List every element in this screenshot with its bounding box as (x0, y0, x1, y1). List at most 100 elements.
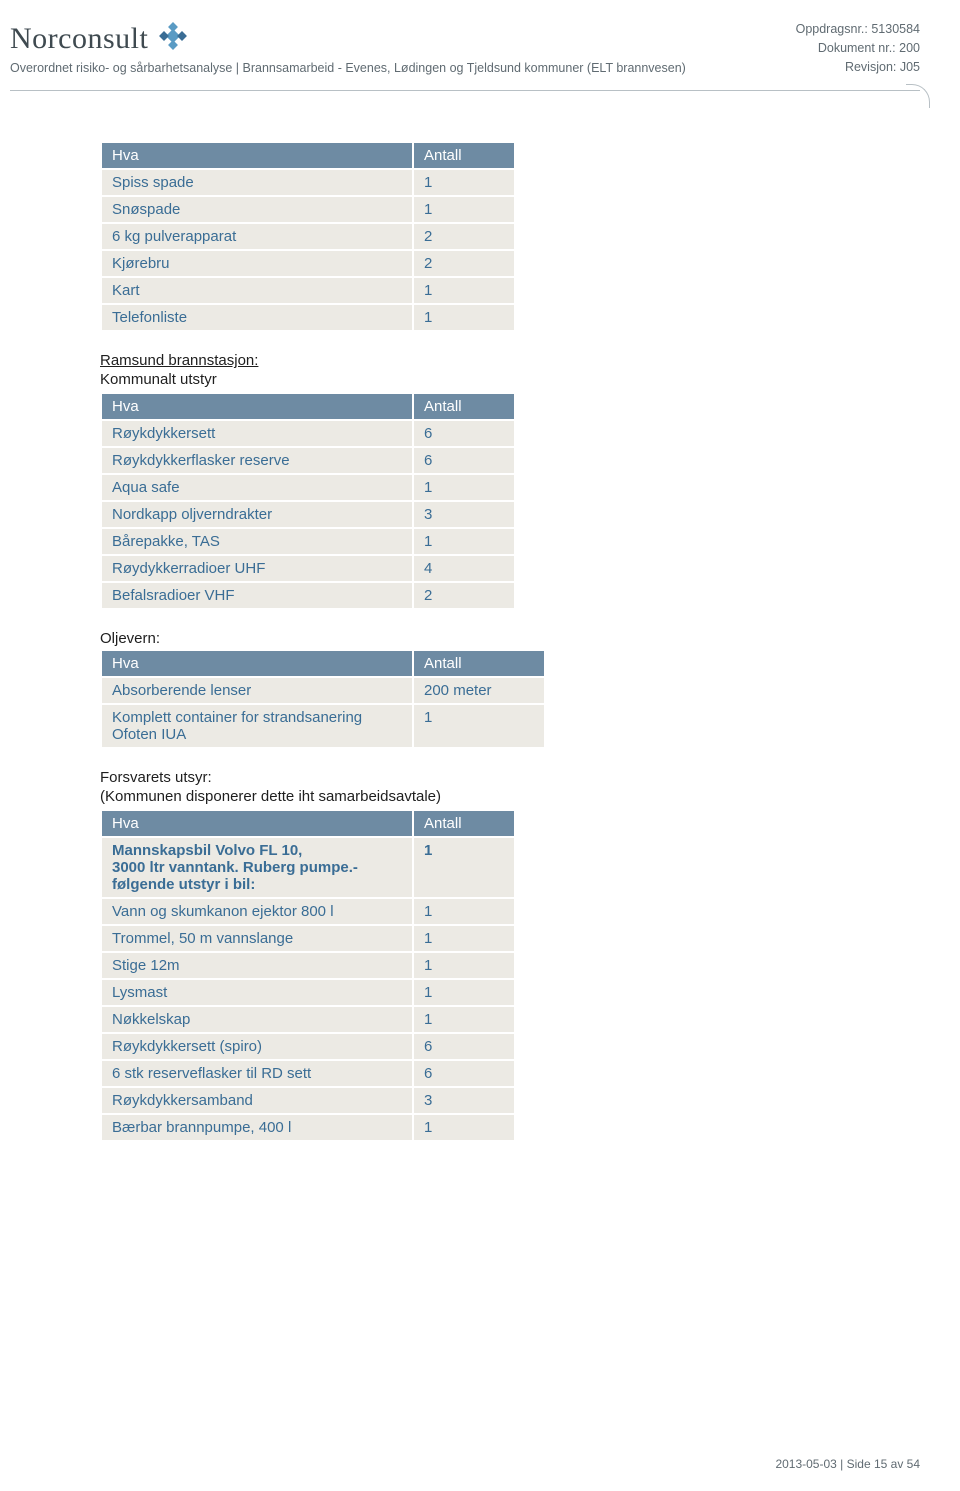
table-cell: Vann og skumkanon ejektor 800 l (102, 899, 412, 924)
table-header: Hva (102, 811, 412, 836)
page: Norconsult Overordnet risiko- og sårbarh… (0, 0, 960, 1491)
table-cell: Røykdykkersett (102, 421, 412, 446)
section-oljevern-title: Oljevern: (100, 630, 920, 647)
meta-oppdrag: Oppdragsnr.: 5130584 (796, 20, 920, 39)
table-cell: 1 (414, 926, 514, 951)
table-3-wrap: HvaAntallAbsorberende lenser200 meterKom… (100, 649, 920, 749)
table-cell: Røykdykkersett (spiro) (102, 1034, 412, 1059)
table-header: Hva (102, 394, 412, 419)
table-header: Hva (102, 651, 412, 676)
table-cell: 200 meter (414, 678, 544, 703)
table-cell: Stige 12m (102, 953, 412, 978)
data-table: HvaAntallAbsorberende lenser200 meterKom… (100, 649, 546, 749)
header-meta: Oppdragsnr.: 5130584 Dokument nr.: 200 R… (796, 20, 920, 76)
table-cell: Telefonliste (102, 305, 412, 330)
table-cell: 2 (414, 224, 514, 249)
table-cell: Mannskapsbil Volvo FL 10, 3000 ltr vannt… (102, 838, 412, 897)
table-row: Røydykkerradioer UHF4 (102, 556, 514, 581)
table-cell: 1 (414, 838, 514, 897)
content-area: HvaAntallSpiss spade1Snøspade16 kg pulve… (0, 91, 960, 1142)
table-header: Antall (414, 651, 544, 676)
table-cell: Kart (102, 278, 412, 303)
table-cell: Trommel, 50 m vannslange (102, 926, 412, 951)
table-cell: Nordkapp oljverndrakter (102, 502, 412, 527)
table-row: Snøspade1 (102, 197, 514, 222)
table-row: 6 kg pulverapparat2 (102, 224, 514, 249)
table-cell: 6 (414, 1061, 514, 1086)
table-row: 6 stk reserveflasker til RD sett6 (102, 1061, 514, 1086)
meta-dokument: Dokument nr.: 200 (796, 39, 920, 58)
table-row: Komplett container for strandsanering Of… (102, 705, 544, 747)
table-1-wrap: HvaAntallSpiss spade1Snøspade16 kg pulve… (100, 141, 920, 332)
logo-text: Norconsult (10, 22, 148, 56)
table-cell: 6 (414, 1034, 514, 1059)
table-header: Hva (102, 143, 412, 168)
table-row: Aqua safe1 (102, 475, 514, 500)
section-forsvar-title: Forsvarets utsyr: (100, 769, 920, 786)
table-header: Antall (414, 143, 514, 168)
data-table: HvaAntallRøykdykkersett6Røykdykkerflaske… (100, 392, 516, 610)
table-cell: Lysmast (102, 980, 412, 1005)
table-row: Trommel, 50 m vannslange1 (102, 926, 514, 951)
table-cell: Bærbar brannpumpe, 400 l (102, 1115, 412, 1140)
table-cell: 1 (414, 197, 514, 222)
table-row: Telefonliste1 (102, 305, 514, 330)
table-cell: 1 (414, 305, 514, 330)
table-row: Mannskapsbil Volvo FL 10, 3000 ltr vannt… (102, 838, 514, 897)
table-cell: Røydykkerradioer UHF (102, 556, 412, 581)
table-cell: Spiss spade (102, 170, 412, 195)
table-cell: 6 (414, 421, 514, 446)
page-header: Norconsult Overordnet risiko- og sårbarh… (0, 0, 960, 86)
table-cell: 1 (414, 1007, 514, 1032)
table-cell: 1 (414, 705, 544, 747)
table-cell: Absorberende lenser (102, 678, 412, 703)
table-cell: Kjørebru (102, 251, 412, 276)
table-row: Lysmast1 (102, 980, 514, 1005)
table-cell: Aqua safe (102, 475, 412, 500)
table-cell: 3 (414, 1088, 514, 1113)
section-ramsund-title: Ramsund brannstasjon: (100, 352, 920, 369)
table-row: Bårepakke, TAS1 (102, 529, 514, 554)
table-cell: 2 (414, 583, 514, 608)
section-ramsund-sub: Kommunalt utstyr (100, 371, 920, 388)
table-row: Absorberende lenser200 meter (102, 678, 544, 703)
table-2-wrap: HvaAntallRøykdykkersett6Røykdykkerflaske… (100, 392, 920, 610)
table-cell: 1 (414, 953, 514, 978)
table-cell: Befalsradioer VHF (102, 583, 412, 608)
table-row: Røykdykkersett6 (102, 421, 514, 446)
table-cell: 6 (414, 448, 514, 473)
table-header: Antall (414, 811, 514, 836)
table-cell: 1 (414, 475, 514, 500)
page-footer: 2013-05-03 | Side 15 av 54 (775, 1457, 920, 1471)
table-cell: 1 (414, 1115, 514, 1140)
header-left: Norconsult Overordnet risiko- og sårbarh… (10, 20, 686, 75)
table-row: Vann og skumkanon ejektor 800 l1 (102, 899, 514, 924)
table-row: Kjørebru2 (102, 251, 514, 276)
table-row: Nøkkelskap1 (102, 1007, 514, 1032)
table-cell: 1 (414, 529, 514, 554)
table-cell: Snøspade (102, 197, 412, 222)
table-cell: 1 (414, 980, 514, 1005)
table-cell: 2 (414, 251, 514, 276)
table-cell: 4 (414, 556, 514, 581)
table-cell: 3 (414, 502, 514, 527)
table-cell: Røykdykkerflasker reserve (102, 448, 412, 473)
table-cell: 6 stk reserveflasker til RD sett (102, 1061, 412, 1086)
table-row: Bærbar brannpumpe, 400 l1 (102, 1115, 514, 1140)
data-table: HvaAntallMannskapsbil Volvo FL 10, 3000 … (100, 809, 516, 1142)
table-row: Spiss spade1 (102, 170, 514, 195)
meta-revisjon: Revisjon: J05 (796, 58, 920, 77)
table-cell: 1 (414, 899, 514, 924)
table-cell: 1 (414, 170, 514, 195)
table-header: Antall (414, 394, 514, 419)
table-cell: Komplett container for strandsanering Of… (102, 705, 412, 747)
table-row: Røykdykkersett (spiro)6 (102, 1034, 514, 1059)
table-cell: Bårepakke, TAS (102, 529, 412, 554)
table-4-wrap: HvaAntallMannskapsbil Volvo FL 10, 3000 … (100, 809, 920, 1142)
header-subtitle: Overordnet risiko- og sårbarhetsanalyse … (10, 61, 686, 75)
table-row: Kart1 (102, 278, 514, 303)
table-cell: 6 kg pulverapparat (102, 224, 412, 249)
logo: Norconsult (10, 20, 686, 57)
table-row: Røykdykkersamband3 (102, 1088, 514, 1113)
table-cell: 1 (414, 278, 514, 303)
